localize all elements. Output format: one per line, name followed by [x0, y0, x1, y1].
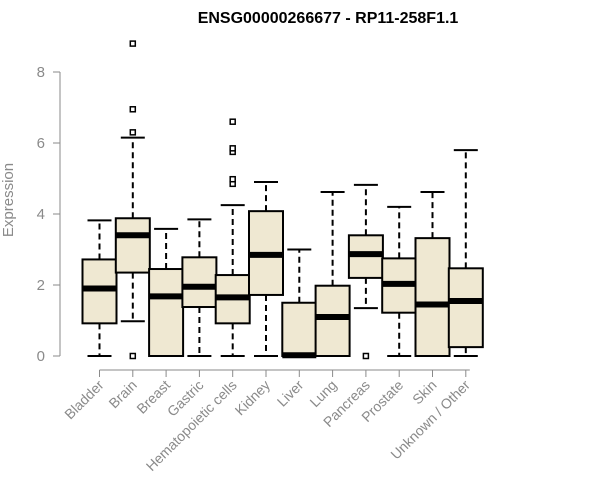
outlier-point — [129, 129, 137, 136]
y-axis: 0 2 4 6 8 — [37, 64, 61, 365]
box-liver — [281, 248, 318, 359]
box-hematopoietic-cells — [214, 118, 251, 357]
box-gastric — [181, 218, 218, 357]
y-tick-label: 0 — [37, 348, 45, 365]
y-axis-label: Expression — [0, 163, 17, 237]
box-iqr — [281, 301, 318, 357]
box-iqr — [114, 217, 151, 274]
boxes-group — [81, 40, 484, 360]
box-skin — [414, 190, 451, 357]
box-brain — [114, 40, 151, 360]
box-kidney — [248, 181, 284, 357]
box-iqr — [414, 237, 451, 357]
outlier-point — [129, 40, 137, 47]
outlier-point — [129, 106, 137, 113]
y-tick-label: 2 — [37, 277, 45, 294]
outlier-point — [229, 145, 236, 152]
y-tick-label: 8 — [37, 64, 45, 81]
box-iqr — [314, 284, 351, 357]
box-bladder — [81, 219, 118, 357]
box-iqr — [181, 256, 218, 309]
y-tick-label: 6 — [37, 135, 45, 152]
outlier-point — [362, 352, 370, 360]
box-breast — [148, 227, 185, 357]
box-lung — [314, 190, 351, 357]
x-tick-label: Bladder — [61, 377, 107, 423]
box-iqr — [447, 267, 484, 349]
box-pancreas — [347, 183, 384, 360]
y-tick-label: 4 — [37, 206, 45, 223]
chart-title: ENSG00000266677 - RP11-258F1.1 — [198, 10, 459, 27]
outlier-point — [229, 175, 236, 183]
outlier-point — [129, 352, 137, 360]
box-prostate — [381, 205, 418, 357]
x-tick-label: Liver — [274, 377, 307, 410]
x-tick-label: Kidney — [232, 377, 274, 419]
box-iqr — [148, 268, 185, 357]
box-unknown-other — [447, 149, 484, 357]
outlier-point — [229, 118, 236, 125]
